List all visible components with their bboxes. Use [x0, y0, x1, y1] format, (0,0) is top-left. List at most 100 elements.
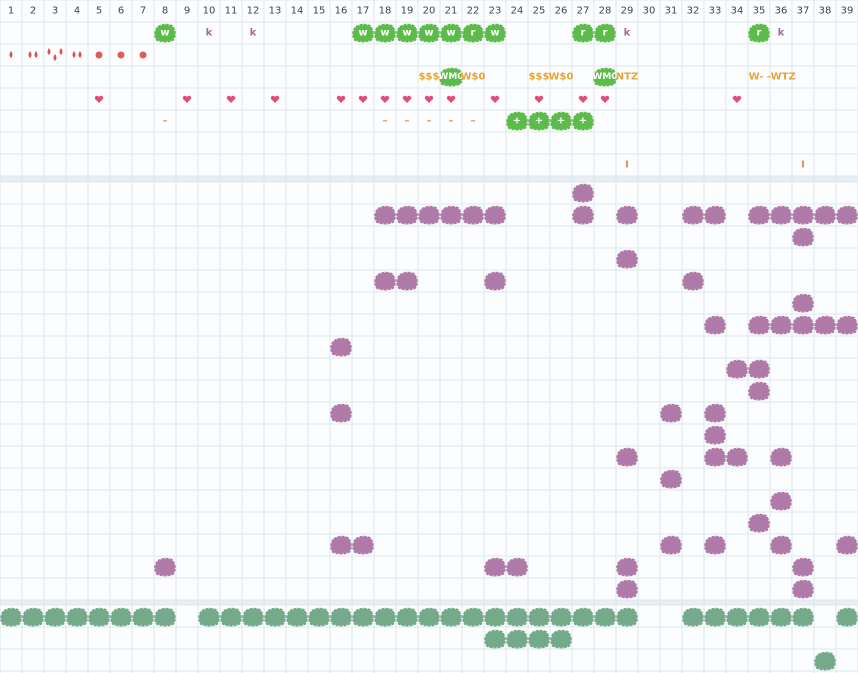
green-block [550, 607, 572, 627]
green-block [594, 607, 616, 627]
purple-block [660, 469, 682, 489]
cell-text: W$0 [461, 72, 486, 83]
drop-icon [28, 51, 32, 58]
badge-label: + [513, 116, 521, 127]
green-block [572, 607, 594, 627]
cell-text: W- -WTZ [749, 72, 796, 83]
green-block [506, 607, 528, 627]
heart-icon [490, 95, 500, 103]
separator [0, 600, 858, 605]
badge-label: WM0 [592, 72, 617, 82]
column-number: 27 [577, 6, 590, 17]
green-block [484, 607, 506, 627]
purple-block [770, 315, 792, 335]
purple-block [154, 557, 176, 577]
badge [154, 23, 176, 43]
purple-block [792, 579, 814, 599]
green-block [506, 629, 528, 649]
column-number: 16 [335, 6, 348, 17]
green-block [550, 629, 572, 649]
column-number: 36 [775, 6, 788, 17]
badge-label: w [424, 28, 433, 39]
purple-block [792, 557, 814, 577]
heart-icon [446, 95, 456, 103]
green-block [836, 607, 858, 627]
drop-icon [47, 48, 51, 55]
purple-block [682, 271, 704, 291]
green-block [198, 607, 220, 627]
badge [418, 23, 440, 43]
column-number: 37 [797, 6, 810, 17]
column-number: 1 [8, 6, 14, 17]
column-number: 2 [30, 6, 36, 17]
badge-label: + [579, 116, 587, 127]
column-number: 4 [74, 6, 80, 17]
badge [593, 67, 617, 87]
column-number: 5 [96, 6, 102, 17]
badge [572, 111, 594, 131]
heart-icon [578, 95, 588, 103]
purple-block [704, 425, 726, 445]
purple-block [814, 205, 836, 225]
badge-label: r [757, 28, 762, 39]
purple-block [506, 557, 528, 577]
badge-label: r [471, 28, 476, 39]
column-number: 6 [118, 6, 124, 17]
badge-label: w [402, 28, 411, 39]
cell-text: – [383, 116, 388, 127]
column-number: 9 [184, 6, 190, 17]
column-number: 8 [162, 6, 168, 17]
column-number: 34 [731, 6, 744, 17]
cell-text: k [250, 28, 257, 39]
purple-block [792, 205, 814, 225]
purple-block [704, 205, 726, 225]
purple-block [770, 535, 792, 555]
column-number: 17 [357, 6, 370, 17]
purple-block [484, 557, 506, 577]
column-number: 35 [753, 6, 766, 17]
green-block [528, 607, 550, 627]
column-number: 3 [52, 6, 58, 17]
heart-icon [182, 95, 192, 103]
purple-block [792, 315, 814, 335]
green-block [154, 607, 176, 627]
cell-text: – [405, 116, 410, 127]
dot-icon [117, 51, 125, 59]
heart-icon [402, 95, 412, 103]
green-block [792, 607, 814, 627]
green-block [462, 607, 484, 627]
purple-block [748, 513, 770, 533]
purple-block [726, 359, 748, 379]
purple-block [616, 447, 638, 467]
purple-block [770, 447, 792, 467]
column-number: 26 [555, 6, 568, 17]
heart-icon [358, 95, 368, 103]
purple-block [770, 205, 792, 225]
purple-block [352, 535, 374, 555]
purple-block [396, 205, 418, 225]
heart-icon [380, 95, 390, 103]
column-number: 31 [665, 6, 678, 17]
separator [0, 176, 858, 182]
badge [572, 23, 594, 43]
cell-text: I [625, 160, 629, 171]
heart-icon [534, 95, 544, 103]
purple-block [616, 249, 638, 269]
green-block [110, 607, 132, 627]
badge-label: + [535, 116, 543, 127]
dot-icon [95, 51, 103, 59]
purple-block [748, 359, 770, 379]
column-number: 11 [225, 6, 238, 17]
cell-text: $$$ [529, 72, 550, 83]
purple-block [616, 557, 638, 577]
column-number: 20 [423, 6, 436, 17]
purple-block [682, 205, 704, 225]
column-number: 29 [621, 6, 634, 17]
cell-text: NTZ [616, 72, 638, 83]
green-block [726, 607, 748, 627]
cell-text: $$$ [419, 72, 440, 83]
purple-block [572, 183, 594, 203]
green-block [704, 607, 726, 627]
badge [374, 23, 396, 43]
